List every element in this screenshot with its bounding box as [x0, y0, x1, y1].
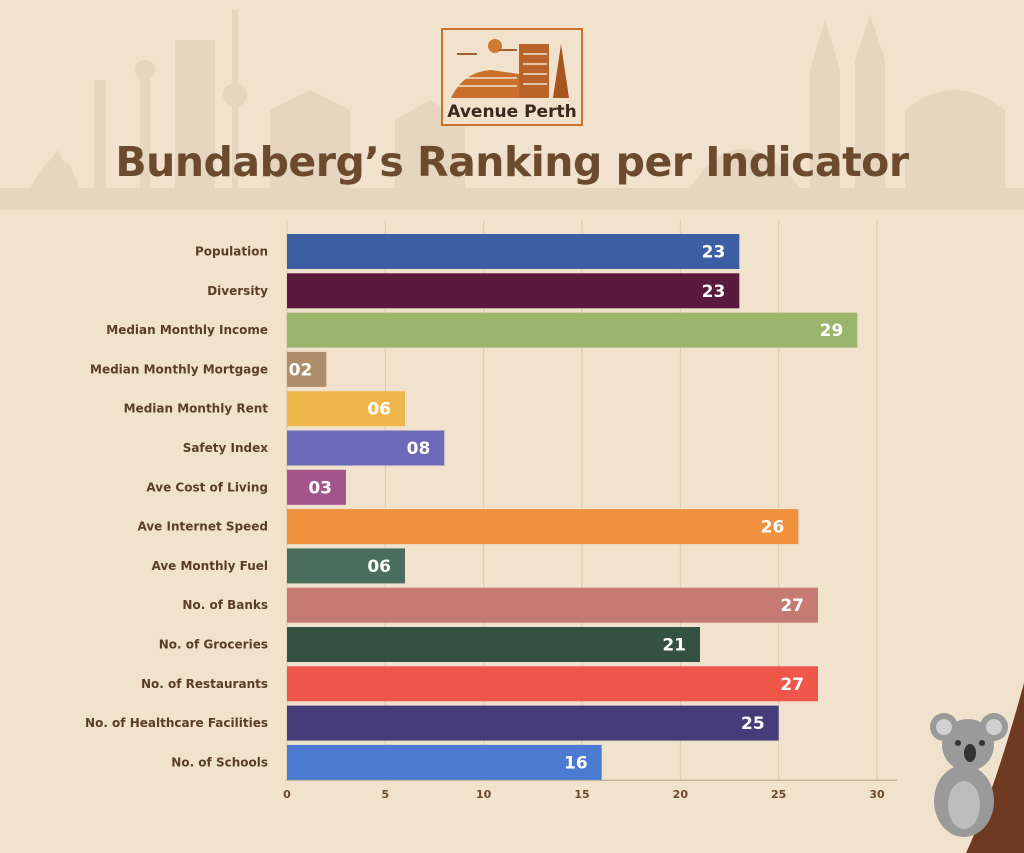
x-tick-label: 5: [382, 788, 390, 801]
bar: [287, 509, 799, 545]
x-tick-label: 10: [476, 788, 492, 801]
bar: [287, 273, 740, 309]
bar-value-label: 08: [407, 439, 431, 459]
category-label: Safety Index: [183, 441, 269, 455]
bar: [287, 548, 405, 584]
bar-value-label: 03: [308, 478, 332, 498]
bar-value-label: 21: [662, 636, 686, 656]
category-label: Ave Cost of Living: [146, 480, 268, 494]
bar: [287, 430, 445, 466]
x-tick-label: 25: [771, 788, 786, 801]
category-label: Diversity: [207, 284, 268, 298]
category-label: No. of Groceries: [159, 638, 268, 652]
bar: [287, 351, 327, 387]
x-tick-label: 30: [869, 788, 885, 801]
category-label: Ave Monthly Fuel: [151, 559, 268, 573]
bar-value-label: 27: [780, 596, 804, 616]
category-label: Median Monthly Income: [106, 323, 268, 337]
bar-value-label: 23: [702, 282, 726, 302]
bar: [287, 744, 602, 780]
bar-value-label: 02: [289, 360, 313, 380]
x-tick-label: 15: [574, 788, 589, 801]
city-skyline-logo-icon: [451, 39, 569, 98]
brand-logo: Avenue Perth: [441, 28, 583, 126]
bar-value-label: 29: [820, 321, 844, 341]
bar-value-label: 25: [741, 714, 765, 734]
category-label: No. of Healthcare Facilities: [85, 716, 268, 730]
bar-value-label: 26: [761, 518, 785, 538]
bar-value-label: 06: [367, 400, 391, 420]
category-label: No. of Banks: [182, 598, 268, 612]
page-title: Bundaberg’s Ranking per Indicator: [115, 138, 909, 186]
bar-value-label: 16: [564, 753, 588, 773]
bar: [287, 666, 818, 702]
bar: [287, 391, 405, 427]
bar-value-label: 23: [702, 243, 726, 263]
bar: [287, 627, 700, 662]
bar: [287, 587, 818, 623]
category-label: Median Monthly Rent: [124, 402, 269, 416]
category-label: Median Monthly Mortgage: [90, 362, 268, 376]
bar: [287, 312, 858, 348]
x-tick-label: 20: [673, 788, 689, 801]
x-tick-label: 0: [283, 788, 291, 801]
category-label: No. of Schools: [171, 755, 268, 769]
koala-icon: [930, 683, 1024, 853]
bar-value-label: 06: [367, 557, 391, 577]
bar-value-label: 27: [780, 675, 804, 695]
bar: [287, 705, 779, 741]
category-label: Population: [195, 245, 268, 259]
category-label: No. of Restaurants: [141, 677, 268, 691]
brand-name: Avenue Perth: [447, 102, 577, 122]
bar: [287, 234, 740, 269]
bar: [287, 469, 346, 505]
bar-chart: 0 5 10 15 20 25 30 Population 23 Diversity 23 Media…: [85, 220, 897, 801]
category-label: Ave Internet Speed: [138, 520, 269, 534]
